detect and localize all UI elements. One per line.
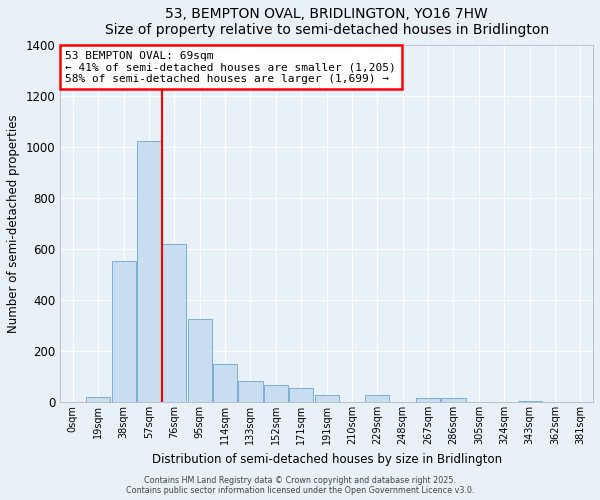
Bar — [86, 397, 110, 402]
Bar — [112, 260, 136, 402]
Bar — [442, 398, 466, 402]
Bar — [365, 395, 389, 402]
X-axis label: Distribution of semi-detached houses by size in Bridlington: Distribution of semi-detached houses by … — [152, 452, 502, 466]
Bar — [238, 381, 263, 402]
Bar — [213, 364, 237, 402]
Text: 53 BEMPTON OVAL: 69sqm
← 41% of semi-detached houses are smaller (1,205)
58% of : 53 BEMPTON OVAL: 69sqm ← 41% of semi-det… — [65, 50, 396, 84]
Title: 53, BEMPTON OVAL, BRIDLINGTON, YO16 7HW
Size of property relative to semi-detach: 53, BEMPTON OVAL, BRIDLINGTON, YO16 7HW … — [104, 7, 548, 37]
Bar — [264, 384, 288, 402]
Bar — [314, 395, 338, 402]
Bar — [416, 398, 440, 402]
Text: Contains HM Land Registry data © Crown copyright and database right 2025.
Contai: Contains HM Land Registry data © Crown c… — [126, 476, 474, 495]
Bar — [188, 319, 212, 402]
Bar — [162, 244, 187, 402]
Bar — [289, 388, 313, 402]
Bar — [518, 401, 542, 402]
Bar — [137, 141, 161, 402]
Y-axis label: Number of semi-detached properties: Number of semi-detached properties — [7, 114, 20, 333]
